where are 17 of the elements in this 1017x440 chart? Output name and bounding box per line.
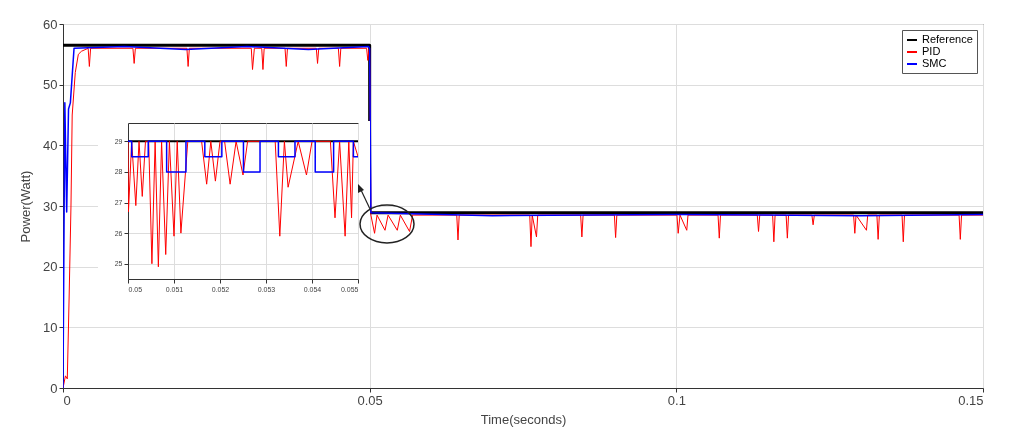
x-tick-label: 0.15 — [958, 392, 984, 408]
y-tick-label: 30 — [43, 198, 58, 214]
y-axis-title: Power(Watt) — [18, 170, 34, 243]
legend-label: PID — [922, 45, 941, 57]
y-tick-label: 60 — [43, 16, 58, 32]
x-tick-label: 0 — [63, 392, 71, 408]
x-tick-label: 0.1 — [667, 392, 686, 408]
y-tick-label: 10 — [43, 319, 58, 335]
x-axis-title: Time(seconds) — [480, 411, 567, 427]
y-tick-label: 20 — [43, 259, 58, 275]
y-tick-label: 0 — [50, 380, 58, 396]
y-tick-label: 40 — [43, 137, 58, 153]
legend-label: Reference — [922, 33, 973, 45]
line-series — [128, 140, 358, 268]
x-tick-label: 0.05 — [357, 392, 383, 408]
y-tick-label: 50 — [43, 77, 58, 93]
legend-label: SMC — [922, 57, 947, 69]
